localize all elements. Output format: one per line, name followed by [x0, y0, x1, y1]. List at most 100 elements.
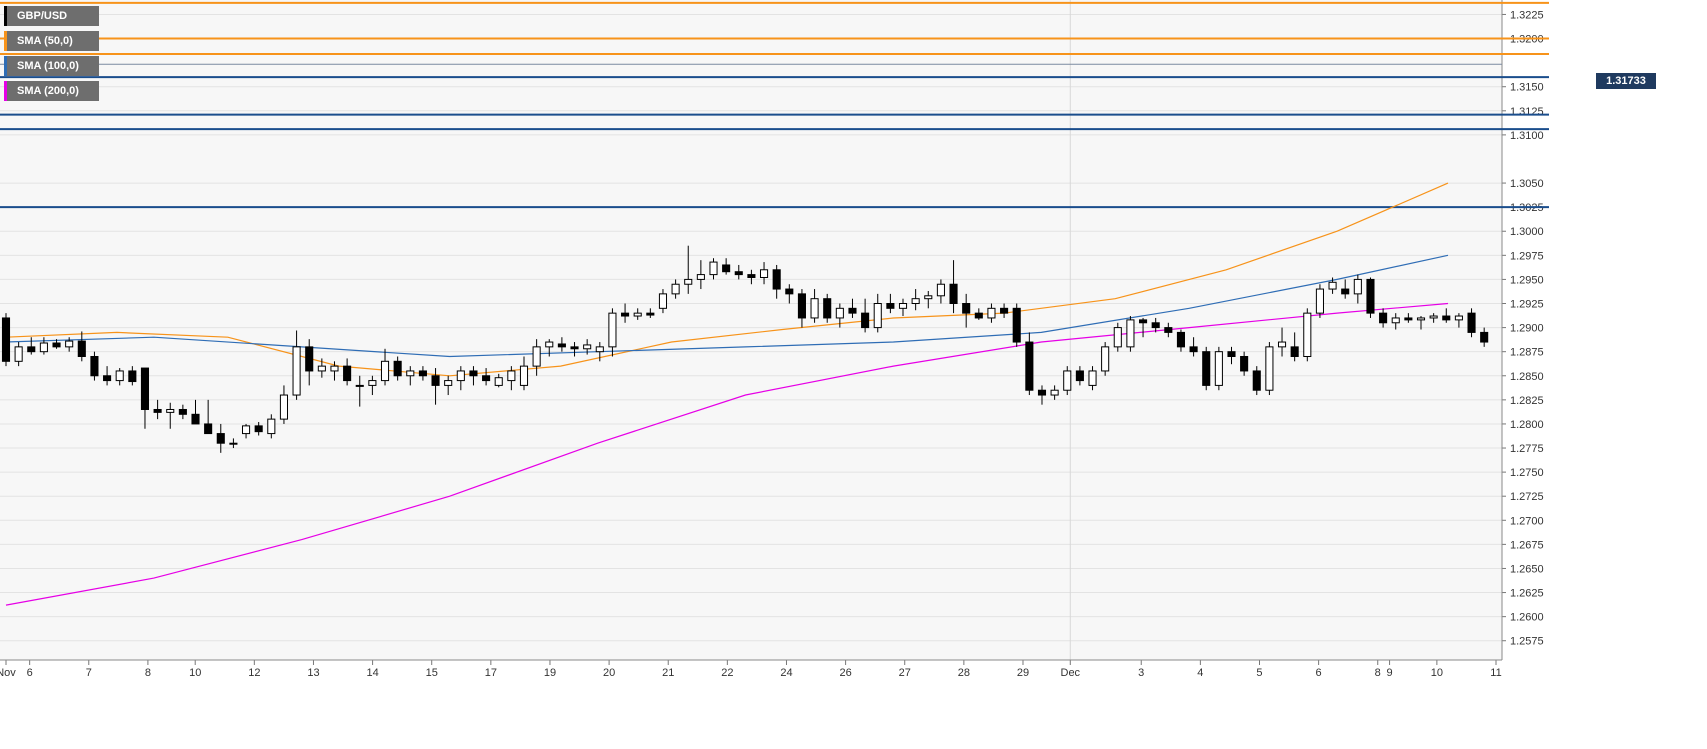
legend-item-sma100[interactable]: SMA (100,0)	[4, 56, 99, 76]
candle-body	[658, 293, 668, 309]
x-tick-label: 19	[544, 667, 556, 679]
candle-body	[216, 433, 225, 444]
candle	[418, 366, 427, 381]
candle	[1101, 342, 1110, 376]
candle-body	[974, 312, 983, 319]
y-tick-label: 1.2800	[1510, 419, 1544, 431]
x-tick-label: 24	[780, 667, 792, 679]
y-tick-label: 1.2900	[1510, 323, 1544, 335]
candle	[835, 303, 844, 328]
candle-body	[1214, 351, 1223, 386]
legend-item-sma200[interactable]: SMA (200,0)	[4, 81, 99, 101]
y-tick-label: 1.3050	[1510, 178, 1544, 190]
candle	[658, 289, 668, 314]
candle	[343, 358, 352, 386]
y-tick-label: 1.2575	[1510, 636, 1544, 648]
y-tick-label: 1.2675	[1510, 539, 1544, 551]
candle	[532, 339, 541, 376]
candle-body	[1075, 370, 1084, 382]
candle-body	[1113, 327, 1122, 348]
candle	[1353, 274, 1362, 304]
candle	[772, 264, 781, 299]
legend-item-sma50[interactable]: SMA (50,0)	[4, 31, 99, 51]
candlesticks	[1, 245, 1489, 453]
candle	[1379, 308, 1388, 328]
candle-body	[835, 307, 844, 319]
candle-body	[380, 360, 390, 382]
candle	[178, 404, 187, 420]
y-tick-label: 1.2925	[1510, 299, 1544, 311]
candle-body	[1341, 288, 1350, 295]
candle	[848, 298, 857, 318]
candle	[570, 342, 579, 357]
x-tick-label: 13	[307, 667, 319, 679]
y-tick-label: 1.2850	[1510, 371, 1544, 383]
candle	[241, 423, 251, 439]
candle-body	[1454, 315, 1463, 321]
candle-body	[305, 346, 314, 372]
candle	[924, 290, 933, 309]
candle	[355, 375, 364, 407]
candle	[1037, 385, 1047, 405]
candle-body	[873, 303, 882, 329]
candle	[1480, 327, 1489, 347]
candle	[747, 269, 756, 285]
horizontal-levels	[0, 1, 1549, 209]
candle	[140, 367, 150, 429]
candle-body	[1290, 346, 1299, 357]
candle-body	[570, 346, 579, 350]
candle-body	[532, 346, 541, 367]
candle	[267, 414, 276, 439]
candle-body	[1480, 331, 1489, 343]
x-tick-label: 14	[366, 667, 378, 679]
legend-item-gbpusd[interactable]: GBP/USD	[4, 6, 99, 26]
x-tick-label: 10	[1431, 667, 1443, 679]
candle-body	[1328, 281, 1337, 290]
x-tick-label: 4	[1197, 667, 1203, 679]
y-tick-label: 1.2725	[1510, 491, 1544, 503]
candle	[1277, 327, 1287, 357]
candle	[621, 303, 630, 323]
candle	[1328, 277, 1337, 294]
candle-body	[1063, 370, 1072, 391]
candle-body	[1, 317, 11, 362]
candle-body	[1240, 355, 1249, 372]
candle	[65, 337, 74, 352]
x-tick-label: 27	[899, 667, 911, 679]
candle	[1366, 277, 1375, 318]
candle	[1075, 366, 1084, 386]
candle-body	[39, 342, 48, 353]
candle-body	[1088, 370, 1097, 386]
x-tick-label: 11	[1490, 667, 1501, 679]
candle-body	[1164, 327, 1173, 333]
candle	[39, 337, 48, 355]
candle	[696, 260, 705, 290]
candle	[519, 356, 529, 391]
candle-body	[90, 355, 99, 377]
candle	[987, 303, 996, 323]
candle-body	[1429, 315, 1438, 319]
candle-body	[52, 342, 61, 348]
candle	[115, 368, 124, 386]
candle-body	[1442, 315, 1451, 321]
x-tick-label: 15	[426, 667, 438, 679]
candle-body	[204, 423, 213, 435]
candle-body	[279, 394, 288, 420]
candle-body	[797, 293, 806, 319]
candle	[1265, 342, 1274, 396]
candle	[684, 245, 693, 294]
candle-body	[229, 442, 238, 445]
candle	[330, 361, 339, 381]
candle	[823, 293, 832, 323]
candle	[898, 298, 908, 317]
candle-body	[785, 288, 794, 295]
candle	[886, 293, 895, 314]
candle	[734, 264, 743, 280]
candle-body	[140, 367, 150, 410]
candle	[974, 308, 983, 320]
candle	[166, 402, 175, 429]
candle	[1227, 346, 1236, 365]
candle-body	[406, 370, 415, 377]
candle-body	[1404, 317, 1413, 321]
candle-body	[178, 408, 187, 415]
